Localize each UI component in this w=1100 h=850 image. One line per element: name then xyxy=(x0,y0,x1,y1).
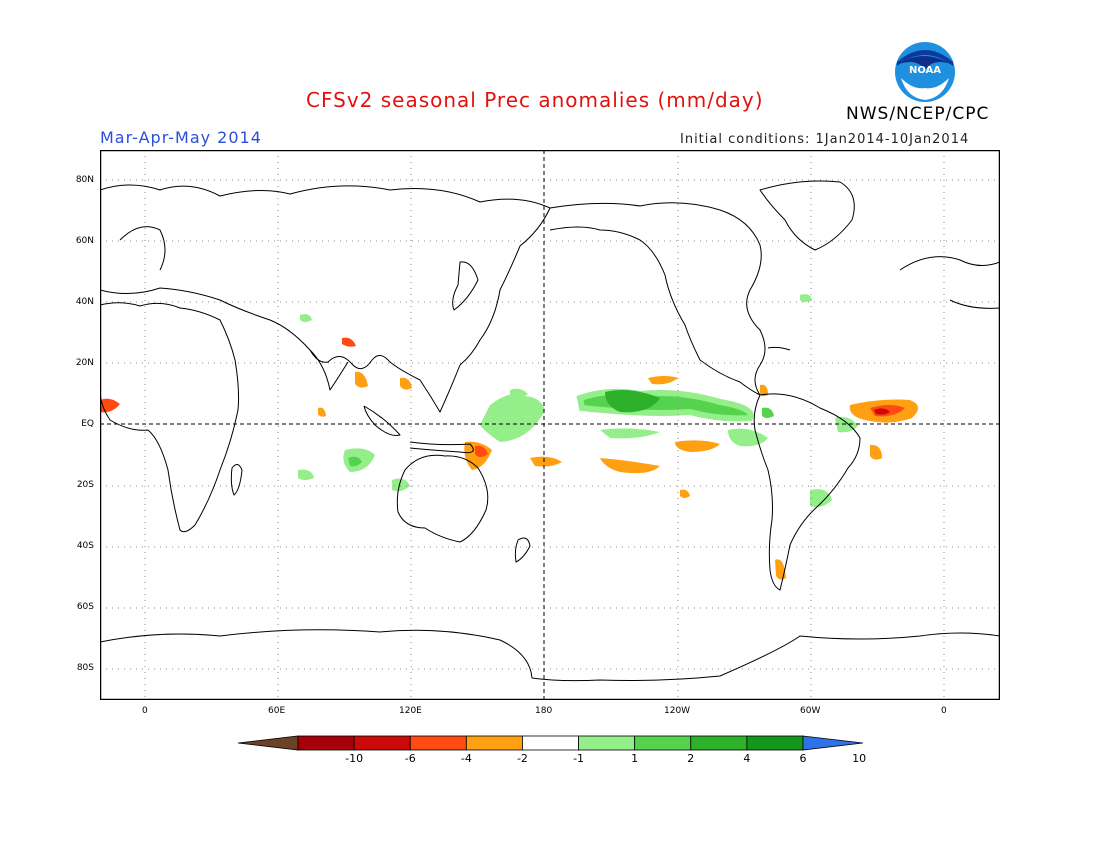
lat-label-60s: 60S xyxy=(76,602,94,612)
agency-label: NWS/NCEP/CPC xyxy=(846,104,990,124)
colorbar-arrow-left xyxy=(238,735,299,751)
initial-conditions-label: Initial conditions: 1Jan2014-10Jan2014 xyxy=(680,132,970,147)
lat-label-20s: 20S xyxy=(76,480,94,490)
precipitation-map xyxy=(100,150,1000,700)
lon-label-60w: 60W xyxy=(800,706,821,716)
colorbar-swatch xyxy=(522,735,579,751)
colorbar-tick-label: -10 xyxy=(345,752,364,765)
lon-label-120e: 120E xyxy=(399,706,422,716)
lat-label-40n: 40N xyxy=(75,297,94,307)
colorbar-tick-label: 6 xyxy=(799,752,807,765)
colorbar-tick-label: -1 xyxy=(573,752,585,765)
map-frame xyxy=(100,150,1000,700)
lat-label-40s: 40S xyxy=(76,541,94,551)
colorbar-swatch xyxy=(634,735,692,751)
colorbar xyxy=(238,735,863,751)
coastlines xyxy=(100,180,1000,682)
colorbar-tick-label: 2 xyxy=(687,752,695,765)
colorbar-tick-label: -2 xyxy=(516,752,528,765)
colorbar-tick-label: 1 xyxy=(631,752,639,765)
colorbar-swatch xyxy=(297,735,355,751)
colorbar-tick-label: 4 xyxy=(743,752,751,765)
lat-label-80s: 80S xyxy=(76,663,94,673)
colorbar-swatch xyxy=(690,735,748,751)
lat-label-eq: EQ xyxy=(81,419,94,429)
equator-and-dateline xyxy=(100,150,1000,700)
lon-label-180: 180 xyxy=(535,706,553,716)
colorbar-tick-label: 10 xyxy=(852,752,867,765)
season-label: Mar-Apr-May 2014 xyxy=(100,128,262,147)
lon-label-120w: 120W xyxy=(664,706,691,716)
map-title: CFSv2 seasonal Prec anomalies (mm/day) xyxy=(306,88,764,112)
colorbar-tick-label: -4 xyxy=(460,752,472,765)
noaa-logo: NOAA xyxy=(895,42,955,102)
colorbar-swatch xyxy=(465,735,523,751)
colorbar-swatch xyxy=(409,735,467,751)
lat-label-80n: 80N xyxy=(75,175,94,185)
lon-label-0-east: 0 xyxy=(941,706,947,716)
lon-label-0-west: 0 xyxy=(142,706,148,716)
colorbar-tick-label: -6 xyxy=(404,752,416,765)
lat-label-20n: 20N xyxy=(75,358,94,368)
lon-label-60e: 60E xyxy=(268,706,286,716)
lat-label-60n: 60N xyxy=(75,236,94,246)
colorbar-swatch xyxy=(353,735,411,751)
colorbar-swatch xyxy=(578,735,636,751)
colorbar-swatch xyxy=(746,735,804,751)
colorbar-arrow-right xyxy=(802,735,863,751)
logo-lettering: NOAA xyxy=(909,65,941,76)
lat-lon-grid xyxy=(100,150,1000,700)
